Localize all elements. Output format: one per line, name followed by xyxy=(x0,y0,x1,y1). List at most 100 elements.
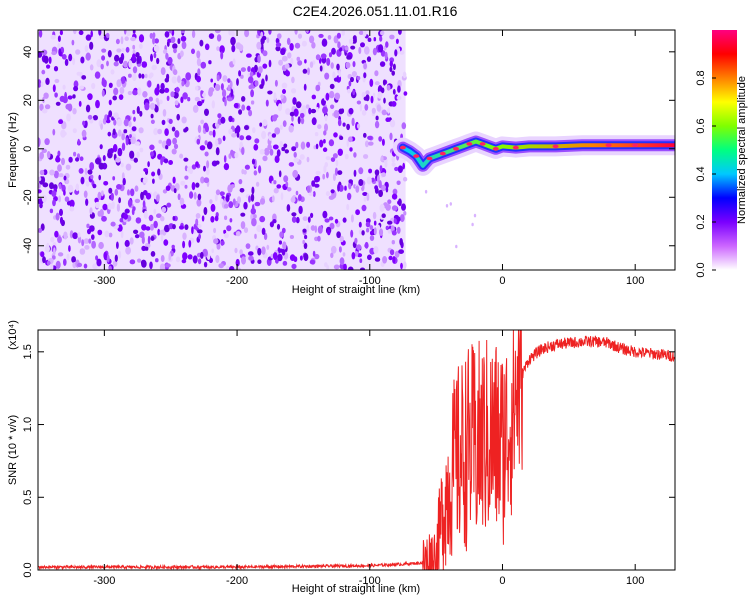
noise-speck xyxy=(134,198,141,204)
ridge-hotspot xyxy=(426,156,433,161)
noise-speck xyxy=(79,248,86,255)
noise-speck xyxy=(172,176,176,184)
noise-speck xyxy=(173,91,179,99)
noise-speck xyxy=(398,30,402,35)
noise-speck xyxy=(238,70,242,77)
noise-speck xyxy=(170,36,176,44)
noise-speck xyxy=(359,258,363,264)
noise-speck xyxy=(253,144,259,151)
noise-speck xyxy=(180,96,184,104)
noise-speck xyxy=(228,266,235,270)
noise-speck xyxy=(268,59,272,68)
noise-speck xyxy=(113,112,119,119)
noise-speck xyxy=(228,30,233,36)
noise-speck xyxy=(285,70,290,77)
noise-speck xyxy=(63,231,68,240)
noise-speck xyxy=(311,180,316,187)
noise-speck xyxy=(332,71,336,80)
colorbar-ticks: 0.0 0.2 0.4 0.6 0.8 xyxy=(695,70,716,278)
noise-speck xyxy=(303,83,307,91)
noise-speck xyxy=(370,177,375,182)
noise-speck xyxy=(373,37,377,42)
noise-speck xyxy=(130,136,136,145)
noise-speck xyxy=(78,100,82,107)
noise-speck xyxy=(315,84,321,92)
noise-speck xyxy=(374,169,380,176)
noise-speck xyxy=(282,120,287,127)
noise-speck xyxy=(380,155,384,163)
noise-speck xyxy=(122,60,129,68)
noise-speck xyxy=(280,48,286,56)
noise-speck xyxy=(51,51,57,56)
noise-speck xyxy=(115,157,121,163)
noise-speck xyxy=(101,48,107,53)
noise-speck xyxy=(156,194,160,202)
noise-speck xyxy=(297,33,303,39)
snr-y-tick-label: 1.5 xyxy=(22,344,34,359)
noise-speck xyxy=(39,169,45,176)
noise-speck xyxy=(336,231,341,239)
noise-speck xyxy=(222,135,226,142)
noise-speck xyxy=(197,258,202,265)
noise-speck xyxy=(363,30,367,37)
noise-speck xyxy=(316,107,319,112)
noise-speck xyxy=(67,103,73,112)
noise-speck xyxy=(372,92,376,99)
noise-speck xyxy=(101,215,107,222)
noise-speck xyxy=(393,218,397,224)
noise-speck xyxy=(110,69,115,75)
noise-speck xyxy=(376,224,381,231)
noise-speck xyxy=(293,108,299,117)
ridge-hotspot xyxy=(453,147,459,151)
noise-speck xyxy=(379,36,383,42)
noise-speck xyxy=(373,220,377,226)
chart-title: C2E4.2026.051.11.01.R16 xyxy=(293,3,458,19)
noise-speck xyxy=(85,34,92,41)
noise-speck xyxy=(285,108,291,115)
noise-speck xyxy=(195,161,199,168)
noise-speck xyxy=(172,43,178,50)
noise-speck xyxy=(391,240,395,245)
noise-speck xyxy=(374,81,380,86)
noise-speck xyxy=(184,184,188,189)
noise-speck xyxy=(214,30,221,34)
noise-speck xyxy=(113,87,119,96)
noise-speck xyxy=(90,174,94,180)
noise-speck xyxy=(48,56,52,64)
snr-x-tick-label: 0 xyxy=(499,575,505,587)
noise-speck xyxy=(154,38,159,44)
noise-speck xyxy=(90,30,93,38)
noise-speck xyxy=(306,156,310,163)
noise-speck xyxy=(326,264,330,270)
noise-speck xyxy=(323,139,326,144)
noise-speck xyxy=(252,127,256,134)
noise-speck xyxy=(53,66,59,72)
noise-speck xyxy=(403,261,407,269)
noise-speck xyxy=(251,204,255,213)
noise-speck xyxy=(50,34,56,40)
noise-speck xyxy=(63,175,67,181)
noise-speck xyxy=(130,188,135,197)
noise-speck xyxy=(324,218,330,223)
noise-speck xyxy=(180,35,187,42)
noise-speck xyxy=(122,177,126,186)
noise-speck xyxy=(196,58,201,67)
noise-speck xyxy=(337,170,343,176)
noise-speck xyxy=(389,34,395,40)
noise-speck xyxy=(131,53,136,61)
noise-speck xyxy=(127,189,130,196)
noise-speck xyxy=(98,174,101,181)
noise-speck xyxy=(42,256,46,264)
noise-speck xyxy=(98,162,105,170)
noise-speck xyxy=(402,162,406,170)
heatmap-frame xyxy=(37,29,676,271)
noise-speck xyxy=(164,224,170,233)
noise-speck xyxy=(117,129,122,137)
noise-speck xyxy=(353,152,357,158)
noise-speck xyxy=(274,79,278,87)
noise-speck xyxy=(59,208,63,216)
noise-speck xyxy=(120,230,124,239)
snr-content xyxy=(38,330,675,570)
noise-speck xyxy=(194,96,200,102)
